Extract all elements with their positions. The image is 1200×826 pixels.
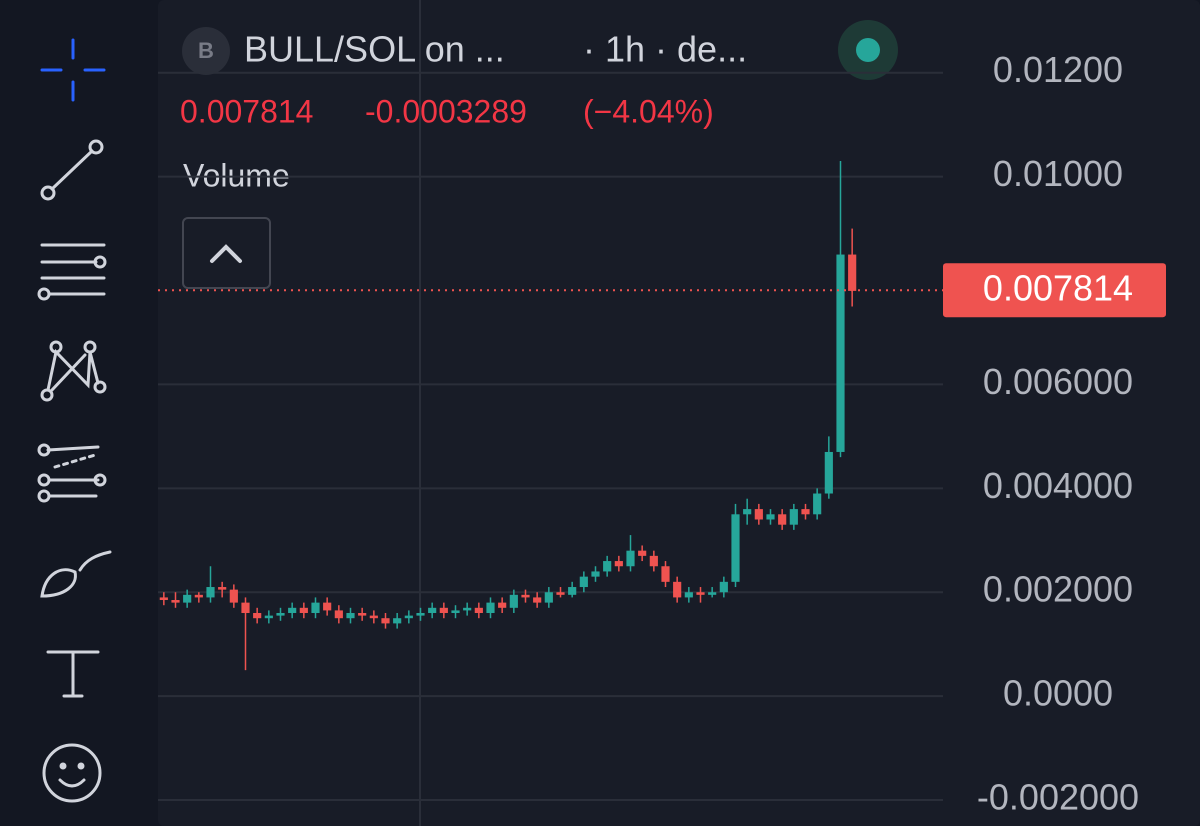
- candle-body: [218, 587, 227, 590]
- candle-body: [533, 597, 542, 603]
- candle-body: [241, 602, 250, 614]
- candle-body: [603, 561, 612, 572]
- candle-body: [206, 587, 215, 598]
- y-tick-label: -0.002000: [977, 777, 1139, 818]
- candle-body: [684, 592, 693, 598]
- candle-body: [614, 561, 623, 567]
- candle-body: [836, 254, 845, 452]
- chevron-up: [210, 244, 242, 263]
- y-tick-label: 0.01000: [993, 153, 1123, 194]
- symbol-letter: B: [198, 38, 214, 63]
- candle-body: [276, 613, 285, 616]
- candle-body: [521, 594, 530, 598]
- y-tick-label: 0.002000: [983, 569, 1133, 610]
- candle-body: [754, 509, 763, 520]
- candle-body: [451, 610, 460, 614]
- candle-body: [264, 615, 273, 619]
- candle-body: [194, 594, 203, 598]
- candle-body: [381, 618, 390, 624]
- candle-body: [463, 607, 472, 611]
- volume-label: Volume: [183, 157, 290, 193]
- change-percent: (−4.04%): [583, 93, 714, 129]
- candle-body: [544, 592, 553, 603]
- candle-body: [696, 592, 705, 595]
- pattern-tool[interactable]: [40, 340, 107, 402]
- candle-body: [358, 613, 367, 616]
- toolbar: [0, 0, 145, 826]
- candle-body: [474, 607, 483, 614]
- candle-body: [661, 566, 670, 582]
- candle-body: [731, 514, 740, 582]
- y-tick-label: 0.004000: [983, 465, 1133, 506]
- text-tool[interactable]: [46, 650, 100, 698]
- candle-body: [404, 615, 413, 619]
- candle-body: [556, 592, 565, 595]
- symbol-name[interactable]: BULL/SOL on ...: [244, 29, 505, 70]
- candle-body: [498, 602, 507, 608]
- candle-body: [183, 594, 192, 603]
- forecast-tool[interactable]: [37, 443, 107, 503]
- candle-body: [813, 493, 822, 515]
- candle-body: [346, 613, 355, 619]
- candle-body: [171, 600, 180, 603]
- chart-panel: [158, 0, 1200, 826]
- interval[interactable]: · 1h · de...: [583, 29, 747, 70]
- candle-body: [789, 509, 798, 525]
- candle-body: [801, 509, 810, 515]
- candle-body: [848, 254, 857, 291]
- candle-body: [416, 613, 425, 616]
- candle-body: [159, 597, 168, 601]
- candle-body: [288, 607, 297, 614]
- trend-line-tool[interactable]: [40, 139, 104, 201]
- candle-body: [766, 514, 775, 520]
- candle-body: [393, 618, 402, 624]
- price-change: -0.0003289: [365, 93, 527, 129]
- y-tick-label: 0.0000: [1003, 673, 1113, 714]
- candle-body: [743, 509, 752, 515]
- candle-body: [229, 589, 238, 603]
- candle-body: [428, 607, 437, 614]
- candle-body: [591, 571, 600, 577]
- candle-body: [486, 602, 495, 614]
- candle-body: [626, 550, 635, 567]
- candle-body: [299, 607, 308, 614]
- status-dot: [856, 38, 880, 62]
- candle-body: [253, 613, 262, 619]
- candle-body: [778, 514, 787, 525]
- brush-tool[interactable]: [40, 550, 112, 598]
- y-tick-label: 0.006000: [983, 361, 1133, 402]
- candle-body: [334, 610, 343, 619]
- candle-body: [439, 607, 448, 614]
- last-price-tag: [943, 263, 1166, 318]
- plot: [158, 71, 943, 802]
- last-price: 0.007814: [180, 93, 313, 129]
- symbol-icon: [182, 27, 230, 75]
- candle-body: [311, 602, 320, 614]
- candle-body: [323, 602, 332, 611]
- candle-body: [824, 451, 833, 494]
- candle-body: [673, 581, 682, 598]
- candle-body: [719, 581, 728, 593]
- candle-body: [638, 550, 647, 556]
- candle-body: [369, 615, 378, 619]
- collapse-button[interactable]: [182, 217, 271, 289]
- crosshair-tool[interactable]: [40, 38, 106, 102]
- candle-body: [579, 576, 588, 588]
- candle-body: [568, 587, 577, 595]
- candle-body: [649, 555, 658, 567]
- candle-body: [708, 592, 717, 595]
- emoji-tool[interactable]: [42, 743, 102, 803]
- fib-tool[interactable]: [37, 243, 107, 301]
- last-price-tag-label: 0.007814: [983, 268, 1133, 309]
- y-tick-label: 0.01200: [993, 49, 1123, 90]
- candle-body: [509, 594, 518, 608]
